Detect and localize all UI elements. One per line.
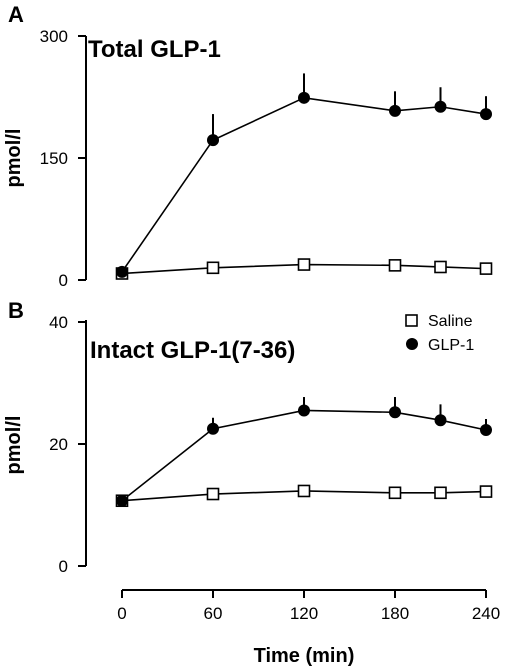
data-point-glp-1: [480, 108, 492, 121]
panel-a-y-axis-label: pmol/l: [3, 129, 25, 188]
legend: Saline GLP-1: [405, 313, 474, 354]
legend-glp1-label: GLP-1: [428, 337, 474, 354]
panel-label-a: A: [8, 2, 24, 27]
data-point-saline: [206, 261, 220, 275]
series-line-saline: [121, 263, 487, 275]
panel-b-title: Intact GLP-1(7-36): [90, 337, 295, 364]
data-point-saline: [434, 486, 447, 500]
panel-label-b: B: [8, 298, 24, 323]
data-point-glp-1: [434, 414, 447, 427]
data-point-glp-1: [298, 91, 310, 104]
panel-b-y-tick-label: 20: [49, 435, 68, 454]
series-line-saline: [121, 490, 487, 502]
panel-b-plot-area: [115, 397, 493, 508]
panel-b: B Intact GLP-1(7-36) pmol/l Time (min) 0…: [3, 298, 500, 667]
panel-a-y-tick-label: 150: [40, 149, 68, 168]
data-point-saline: [434, 260, 447, 274]
panel-a-y-tick-label: 300: [40, 27, 68, 46]
data-point-saline: [388, 259, 402, 272]
x-tick-label: 180: [381, 604, 409, 623]
data-point-saline: [297, 258, 311, 271]
x-tick-label: 0: [117, 604, 126, 623]
data-point-glp-1: [116, 265, 128, 278]
data-point-glp-1: [480, 423, 492, 436]
panel-a-title: Total GLP-1: [88, 36, 221, 63]
x-tick-label: 60: [204, 604, 223, 623]
data-point-glp-1: [298, 404, 310, 417]
data-point-saline: [479, 485, 493, 498]
x-tick-label: 120: [290, 604, 318, 623]
panel-b-y-tick-label: 0: [59, 557, 68, 576]
data-point-glp-1: [389, 104, 401, 117]
panel-a-plot-area: [115, 73, 493, 280]
data-point-glp-1: [389, 406, 401, 419]
panel-a-y-ticks: 0 150 300: [40, 27, 86, 290]
data-point-saline: [388, 486, 402, 500]
legend-saline-label: Saline: [428, 313, 473, 330]
series-line-glp-1: [121, 96, 487, 273]
data-point-saline: [206, 487, 220, 501]
panel-b-y-axis-label: pmol/l: [3, 416, 25, 475]
panel-b-x-ticks: 0 60 120 180 240: [117, 590, 500, 623]
legend-saline-marker: [405, 314, 418, 327]
data-point-saline: [297, 484, 311, 498]
data-point-glp-1: [434, 100, 447, 113]
data-point-glp-1: [116, 494, 128, 507]
panel-a-y-tick-label: 0: [59, 271, 68, 290]
panel-b-y-ticks: 0 20 40: [49, 313, 86, 576]
panel-b-y-tick-label: 40: [49, 313, 68, 332]
series-line-glp-1: [121, 409, 487, 502]
data-point-saline: [479, 262, 493, 275]
legend-glp1-marker: [406, 338, 418, 350]
data-point-glp-1: [207, 134, 219, 147]
x-axis-label: Time (min): [254, 645, 355, 667]
data-point-glp-1: [207, 422, 219, 435]
x-tick-label: 240: [472, 604, 500, 623]
panel-a: A Total GLP-1 pmol/l 0 150 300: [3, 2, 493, 290]
